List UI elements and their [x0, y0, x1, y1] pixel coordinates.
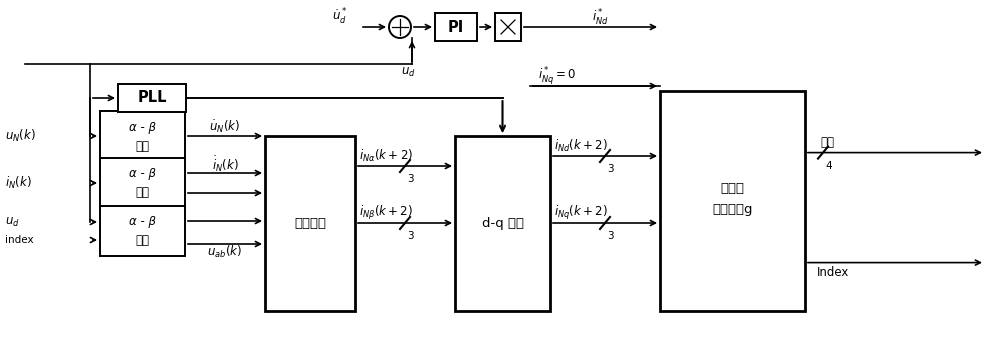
Text: α - β: α - β	[129, 120, 156, 133]
Text: 预测模型: 预测模型	[294, 217, 326, 230]
Bar	[495, 13, 521, 41]
Bar	[118, 84, 186, 112]
Bar	[100, 111, 185, 161]
Text: $i_{Nq}(k+2)$: $i_{Nq}(k+2)$	[554, 204, 608, 222]
Text: 构造: 构造	[136, 187, 150, 199]
Text: $\dot{u}_{ab}(k)$: $\dot{u}_{ab}(k)$	[207, 244, 243, 260]
Text: 3: 3	[607, 231, 614, 241]
Text: Index: Index	[817, 266, 849, 279]
Bar	[660, 91, 805, 311]
Text: 构造: 构造	[136, 235, 150, 248]
Bar	[100, 206, 185, 256]
Text: PI: PI	[448, 19, 464, 34]
Bar	[435, 13, 477, 41]
Text: $u_N(k)$: $u_N(k)$	[5, 128, 36, 144]
Text: $u_d$: $u_d$	[401, 65, 415, 78]
Text: 3: 3	[407, 231, 414, 241]
Text: $\dot{u}_N(k)$: $\dot{u}_N(k)$	[209, 119, 241, 135]
Text: d-q 变换: d-q 变换	[482, 217, 524, 230]
Text: 最小化: 最小化	[720, 182, 744, 195]
Text: $i_N(k)$: $i_N(k)$	[5, 175, 32, 191]
Text: index: index	[5, 235, 34, 245]
Bar	[265, 136, 355, 311]
Text: α - β: α - β	[129, 216, 156, 228]
Text: $i_{N\alpha}(k+2)$: $i_{N\alpha}(k+2)$	[359, 148, 413, 164]
Text: 4: 4	[825, 161, 832, 170]
Text: $\dot{u}_d^*$: $\dot{u}_d^*$	[332, 7, 347, 27]
Text: 3: 3	[607, 164, 614, 174]
Text: PLL: PLL	[137, 90, 167, 105]
Text: $\dot{i}_N(k)$: $\dot{i}_N(k)$	[212, 154, 238, 174]
Text: 脉冲: 脉冲	[820, 136, 834, 149]
Bar	[100, 158, 185, 208]
Text: $i_{Nd}(k+2)$: $i_{Nd}(k+2)$	[554, 138, 608, 154]
Text: 构造: 构造	[136, 139, 150, 152]
Bar	[455, 136, 550, 311]
Text: 品质函数g: 品质函数g	[712, 203, 753, 216]
Text: $u_d$: $u_d$	[5, 216, 20, 228]
Text: $i_{N\beta}(k+2)$: $i_{N\beta}(k+2)$	[359, 204, 413, 222]
Text: $i_{Nq}^* = 0$: $i_{Nq}^* = 0$	[538, 65, 576, 87]
Text: α - β: α - β	[129, 167, 156, 180]
Text: 3: 3	[407, 174, 414, 184]
Text: $i_{Nd}^*$: $i_{Nd}^*$	[592, 8, 608, 28]
